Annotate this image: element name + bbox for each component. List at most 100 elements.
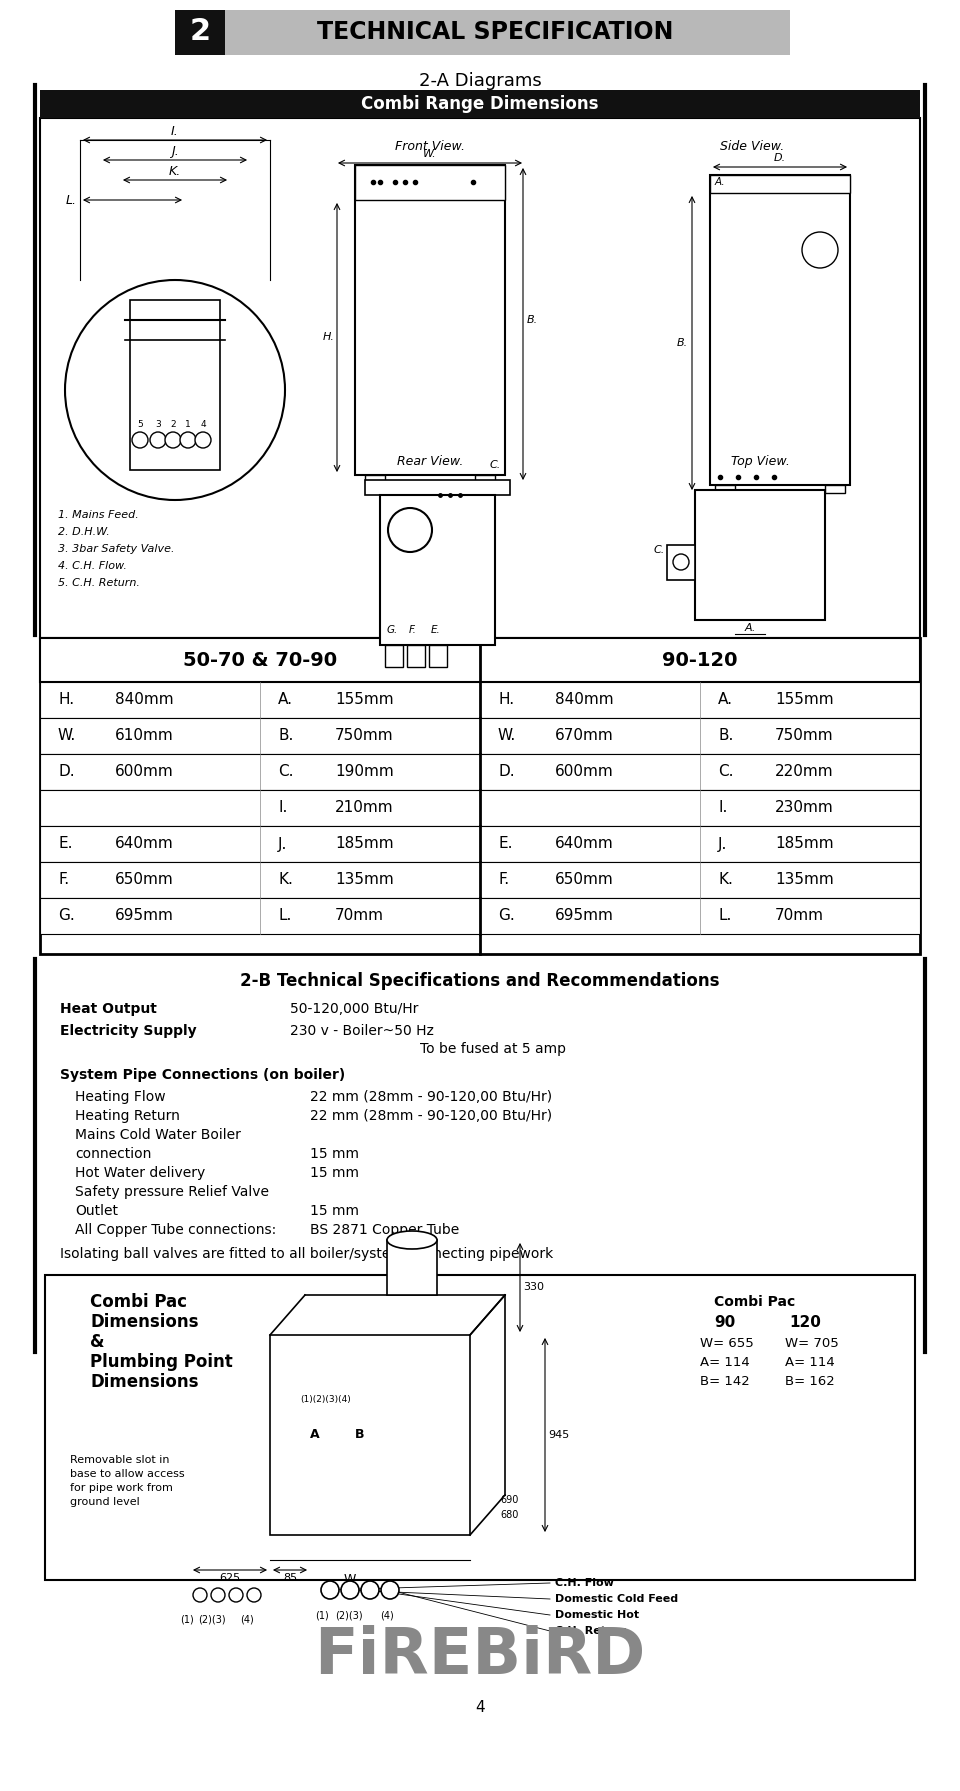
- Text: 690: 690: [500, 1495, 518, 1504]
- Text: 155mm: 155mm: [775, 693, 833, 707]
- Text: 625: 625: [220, 1572, 241, 1583]
- Text: A: A: [310, 1429, 320, 1442]
- Bar: [355, 165, 505, 475]
- Text: 4: 4: [475, 1700, 485, 1716]
- Bar: [40, 638, 920, 955]
- Text: J.: J.: [718, 836, 728, 851]
- Text: Electricity Supply: Electricity Supply: [60, 1024, 197, 1039]
- Text: Combi Pac: Combi Pac: [90, 1293, 187, 1311]
- Circle shape: [165, 432, 181, 448]
- Text: F.: F.: [58, 872, 69, 888]
- Text: 1. Mains Feed.: 1. Mains Feed.: [58, 510, 139, 519]
- Text: 4: 4: [201, 421, 205, 430]
- Text: Top View.: Top View.: [731, 455, 789, 467]
- Text: Removable slot in: Removable slot in: [70, 1454, 170, 1465]
- Text: 3. 3bar Safety Valve.: 3. 3bar Safety Valve.: [58, 544, 175, 553]
- Text: G.: G.: [498, 908, 515, 924]
- Text: 230mm: 230mm: [775, 801, 833, 815]
- Text: I.: I.: [718, 801, 728, 815]
- Text: 50-70 & 70-90: 50-70 & 70-90: [183, 650, 337, 670]
- Text: H.: H.: [324, 331, 335, 342]
- Circle shape: [211, 1589, 225, 1601]
- Text: Combi Range Dimensions: Combi Range Dimensions: [361, 95, 599, 113]
- Text: 695mm: 695mm: [115, 908, 174, 924]
- Text: connection: connection: [75, 1146, 152, 1161]
- Text: C.H. Flow: C.H. Flow: [555, 1578, 613, 1589]
- Text: 135mm: 135mm: [775, 872, 833, 888]
- Text: 185mm: 185mm: [335, 836, 394, 851]
- Text: 640mm: 640mm: [115, 836, 174, 851]
- Text: 230 v - Boiler~50 Hz: 230 v - Boiler~50 Hz: [290, 1024, 434, 1039]
- Bar: [270, 1334, 470, 1535]
- Bar: [365, 480, 510, 494]
- Text: 120: 120: [789, 1315, 821, 1331]
- Text: Domestic Hot: Domestic Hot: [555, 1610, 639, 1621]
- Circle shape: [150, 432, 166, 448]
- Text: A.: A.: [718, 693, 733, 707]
- Text: Domestic Cold Feed: Domestic Cold Feed: [555, 1594, 678, 1605]
- Text: 610mm: 610mm: [115, 729, 174, 743]
- Bar: [40, 826, 920, 861]
- Text: C.H. Return: C.H. Return: [555, 1626, 627, 1635]
- Circle shape: [180, 432, 196, 448]
- Bar: [667, 544, 695, 580]
- Circle shape: [381, 1581, 399, 1599]
- Text: 650mm: 650mm: [115, 872, 174, 888]
- Text: L.: L.: [718, 908, 732, 924]
- Text: 750mm: 750mm: [775, 729, 833, 743]
- Text: 22 mm (28mm - 90-120,00 Btu/Hr): 22 mm (28mm - 90-120,00 Btu/Hr): [310, 1091, 552, 1103]
- Text: BS 2871 Copper Tube: BS 2871 Copper Tube: [310, 1223, 459, 1238]
- Text: B= 142: B= 142: [700, 1375, 750, 1388]
- Text: 695mm: 695mm: [555, 908, 613, 924]
- Text: 210mm: 210mm: [335, 801, 394, 815]
- Text: W= 655: W= 655: [700, 1338, 754, 1350]
- Text: Combi Pac: Combi Pac: [714, 1295, 796, 1309]
- Bar: [715, 485, 735, 493]
- Text: Mains Cold Water Boiler: Mains Cold Water Boiler: [75, 1128, 241, 1143]
- Text: 5: 5: [137, 421, 143, 430]
- Circle shape: [673, 553, 689, 570]
- Bar: [385, 645, 403, 666]
- Text: 640mm: 640mm: [555, 836, 613, 851]
- Text: 600mm: 600mm: [115, 765, 174, 779]
- Text: W: W: [344, 1572, 356, 1587]
- Text: 840mm: 840mm: [115, 693, 174, 707]
- Text: K.: K.: [278, 872, 293, 888]
- Text: Rear View.: Rear View.: [396, 455, 463, 467]
- Bar: [710, 176, 850, 485]
- Text: 185mm: 185mm: [775, 836, 833, 851]
- Text: D.: D.: [774, 152, 786, 163]
- Text: base to allow access: base to allow access: [70, 1469, 184, 1479]
- Circle shape: [361, 1581, 379, 1599]
- Text: 190mm: 190mm: [335, 765, 394, 779]
- Text: B.: B.: [718, 729, 733, 743]
- Text: 650mm: 650mm: [555, 872, 613, 888]
- Text: 22 mm (28mm - 90-120,00 Btu/Hr): 22 mm (28mm - 90-120,00 Btu/Hr): [310, 1109, 552, 1123]
- Text: Isolating ball valves are fitted to all boiler/system connecting pipework: Isolating ball valves are fitted to all …: [60, 1247, 553, 1261]
- Text: 600mm: 600mm: [555, 765, 613, 779]
- Bar: [407, 645, 425, 666]
- Text: Heating Flow: Heating Flow: [75, 1091, 166, 1103]
- Text: A.: A.: [744, 623, 756, 632]
- Text: 2: 2: [170, 421, 176, 430]
- Text: A= 114: A= 114: [785, 1356, 835, 1368]
- Text: 1: 1: [185, 421, 191, 430]
- Bar: [40, 682, 920, 718]
- Text: Dimensions: Dimensions: [90, 1313, 199, 1331]
- Text: H.: H.: [498, 693, 515, 707]
- Text: D.: D.: [498, 765, 515, 779]
- Text: 2-B Technical Specifications and Recommendations: 2-B Technical Specifications and Recomme…: [240, 973, 720, 990]
- Bar: [355, 165, 505, 201]
- Text: W.: W.: [423, 149, 437, 159]
- Text: 2-A Diagrams: 2-A Diagrams: [419, 72, 541, 90]
- Text: 85: 85: [283, 1572, 297, 1583]
- Text: K.: K.: [169, 165, 181, 177]
- Text: G.: G.: [387, 625, 398, 636]
- Text: F.: F.: [409, 625, 417, 636]
- Bar: [825, 485, 845, 493]
- Text: 2. D.H.W.: 2. D.H.W.: [58, 527, 109, 537]
- Bar: [365, 475, 385, 484]
- Text: B: B: [355, 1429, 365, 1442]
- Text: I.: I.: [171, 125, 179, 138]
- Text: 670mm: 670mm: [555, 729, 613, 743]
